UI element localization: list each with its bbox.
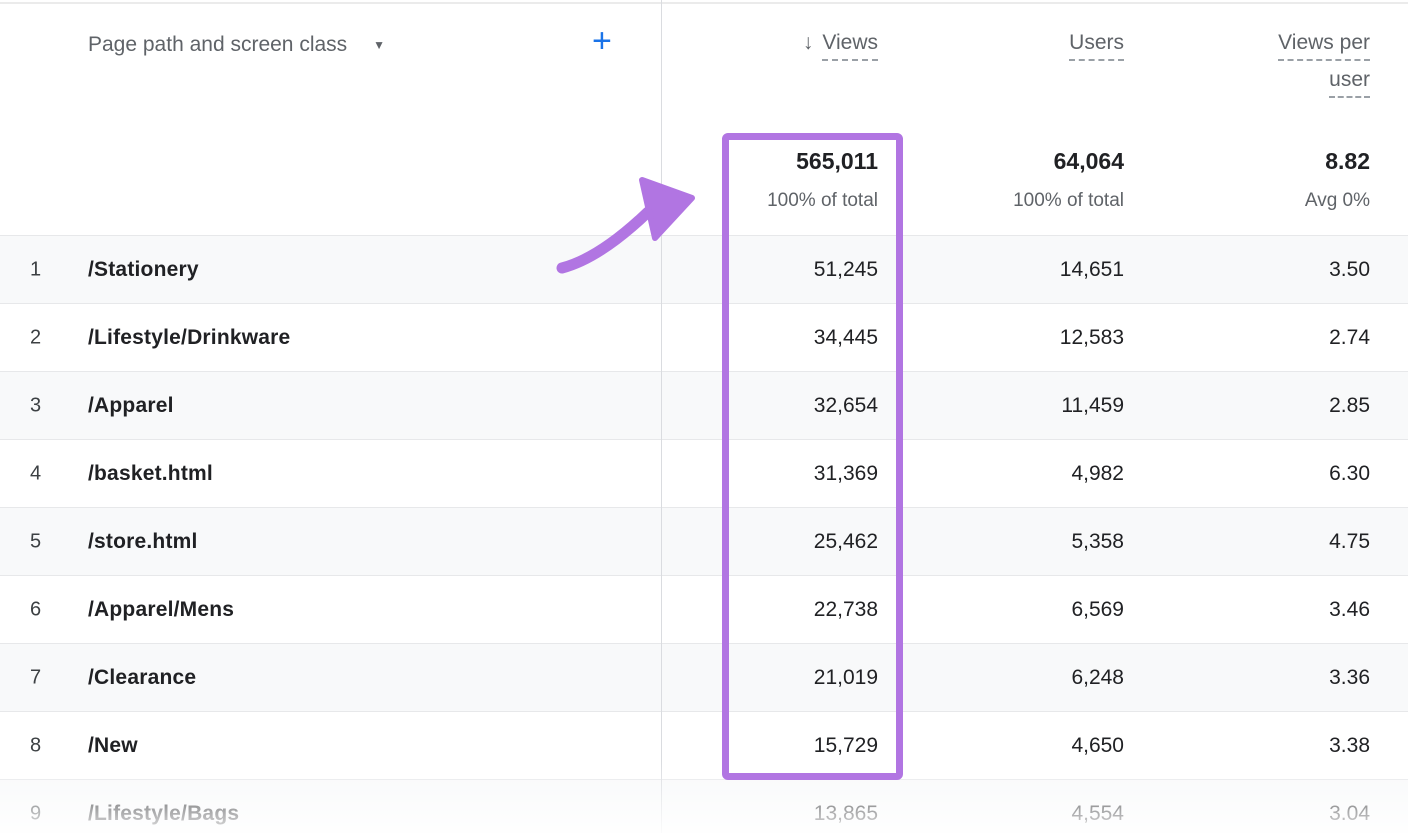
table-row: 5 /store.html 25,462 5,358 4.75 bbox=[0, 507, 1408, 575]
dimension-metric-divider bbox=[661, 0, 662, 833]
plus-icon: + bbox=[592, 22, 612, 60]
table-row: 8 /New 15,729 4,650 3.38 bbox=[0, 711, 1408, 779]
dropdown-caret-icon: ▼ bbox=[373, 38, 386, 52]
column-header-views[interactable]: ↓ Views bbox=[803, 31, 878, 61]
page-path-cell: /Stationery bbox=[88, 257, 199, 281]
page-path-cell: /Clearance bbox=[88, 665, 197, 689]
views-cell: 32,654 bbox=[813, 393, 878, 417]
page-path-cell: /Apparel/Mens bbox=[88, 597, 235, 621]
views-cell: 13,865 bbox=[813, 801, 878, 825]
views-cell: 51,245 bbox=[813, 257, 878, 281]
totals-users-value: 64,064 bbox=[1053, 148, 1124, 174]
table-row: 4 /basket.html 31,369 4,982 6.30 bbox=[0, 439, 1408, 507]
views-cell: 15,729 bbox=[813, 733, 878, 757]
views-cell: 22,738 bbox=[813, 597, 878, 621]
users-cell: 4,982 bbox=[1071, 461, 1124, 485]
table-row: 1 /Stationery 51,245 14,651 3.50 bbox=[0, 235, 1408, 303]
totals-views-subtext: 100% of total bbox=[767, 190, 878, 211]
views-cell: 34,445 bbox=[813, 325, 878, 349]
column-header-views-per-user-line1: Views per bbox=[1278, 31, 1370, 61]
table-row: 7 /Clearance 21,019 6,248 3.36 bbox=[0, 643, 1408, 711]
page-path-cell: /New bbox=[88, 733, 138, 757]
row-index: 6 bbox=[30, 598, 42, 620]
row-index: 5 bbox=[30, 530, 42, 552]
views-per-user-cell: 3.36 bbox=[1329, 665, 1370, 689]
users-cell: 5,358 bbox=[1071, 529, 1124, 553]
page-path-cell: /store.html bbox=[88, 529, 198, 553]
column-header-users-label: Users bbox=[1069, 31, 1124, 61]
row-index: 7 bbox=[30, 666, 42, 688]
table-row: 9 /Lifestyle/Bags 13,865 4,554 3.04 bbox=[0, 779, 1408, 833]
views-cell: 31,369 bbox=[813, 461, 878, 485]
page-path-cell: /Lifestyle/Drinkware bbox=[88, 325, 291, 349]
column-header-views-per-user[interactable]: Views per user bbox=[1278, 31, 1370, 98]
totals-views-per-user: 8.82 Avg 0% bbox=[1305, 148, 1370, 212]
views-cell: 21,019 bbox=[813, 665, 878, 689]
totals-views-per-user-subtext: Avg 0% bbox=[1304, 190, 1370, 211]
column-header-users[interactable]: Users bbox=[1069, 31, 1124, 61]
page-path-cell: /basket.html bbox=[88, 461, 213, 485]
users-cell: 12,583 bbox=[1059, 325, 1124, 349]
users-cell: 4,554 bbox=[1071, 801, 1124, 825]
views-per-user-cell: 3.04 bbox=[1329, 801, 1370, 825]
totals-views-value: 565,011 bbox=[796, 148, 878, 174]
totals-users-subtext: 100% of total bbox=[1013, 190, 1124, 211]
table-body: 1 /Stationery 51,245 14,651 3.50 2 /Life… bbox=[0, 235, 1408, 833]
add-comparison-button[interactable]: + bbox=[592, 24, 612, 58]
users-cell: 4,650 bbox=[1071, 733, 1124, 757]
row-index: 4 bbox=[30, 462, 42, 484]
row-index: 1 bbox=[30, 258, 42, 280]
column-header-views-per-user-line2: user bbox=[1329, 68, 1370, 98]
views-per-user-cell: 3.50 bbox=[1329, 257, 1370, 281]
sort-descending-icon: ↓ bbox=[802, 31, 814, 54]
users-cell: 11,459 bbox=[1061, 393, 1124, 417]
views-per-user-cell: 2.74 bbox=[1329, 325, 1370, 349]
views-per-user-cell: 2.85 bbox=[1329, 393, 1370, 417]
views-per-user-cell: 6.30 bbox=[1329, 461, 1370, 485]
row-index: 8 bbox=[30, 734, 42, 756]
users-cell: 14,651 bbox=[1059, 257, 1124, 281]
table-row: 6 /Apparel/Mens 22,738 6,569 3.46 bbox=[0, 575, 1408, 643]
totals-views-per-user-value: 8.82 bbox=[1325, 148, 1370, 174]
dimension-header-dropdown[interactable]: Page path and screen class ▼ bbox=[88, 33, 385, 57]
row-index: 9 bbox=[30, 802, 42, 824]
dimension-header-label: Page path and screen class bbox=[88, 33, 348, 56]
table-top-border bbox=[0, 2, 1408, 4]
column-header-views-label: Views bbox=[822, 31, 878, 61]
row-index: 3 bbox=[30, 394, 42, 416]
row-index: 2 bbox=[30, 326, 42, 348]
table-row: 3 /Apparel 32,654 11,459 2.85 bbox=[0, 371, 1408, 439]
totals-users: 64,064 100% of total bbox=[1013, 148, 1124, 212]
page-path-cell: /Lifestyle/Bags bbox=[88, 801, 240, 825]
users-cell: 6,248 bbox=[1071, 665, 1124, 689]
views-per-user-cell: 3.38 bbox=[1329, 733, 1370, 757]
page-path-cell: /Apparel bbox=[88, 393, 174, 417]
totals-views: 565,011 100% of total bbox=[767, 148, 878, 212]
views-per-user-cell: 3.46 bbox=[1329, 597, 1370, 621]
users-cell: 6,569 bbox=[1071, 597, 1124, 621]
views-cell: 25,462 bbox=[813, 529, 878, 553]
table-row: 2 /Lifestyle/Drinkware 34,445 12,583 2.7… bbox=[0, 303, 1408, 371]
views-per-user-cell: 4.75 bbox=[1329, 529, 1370, 553]
